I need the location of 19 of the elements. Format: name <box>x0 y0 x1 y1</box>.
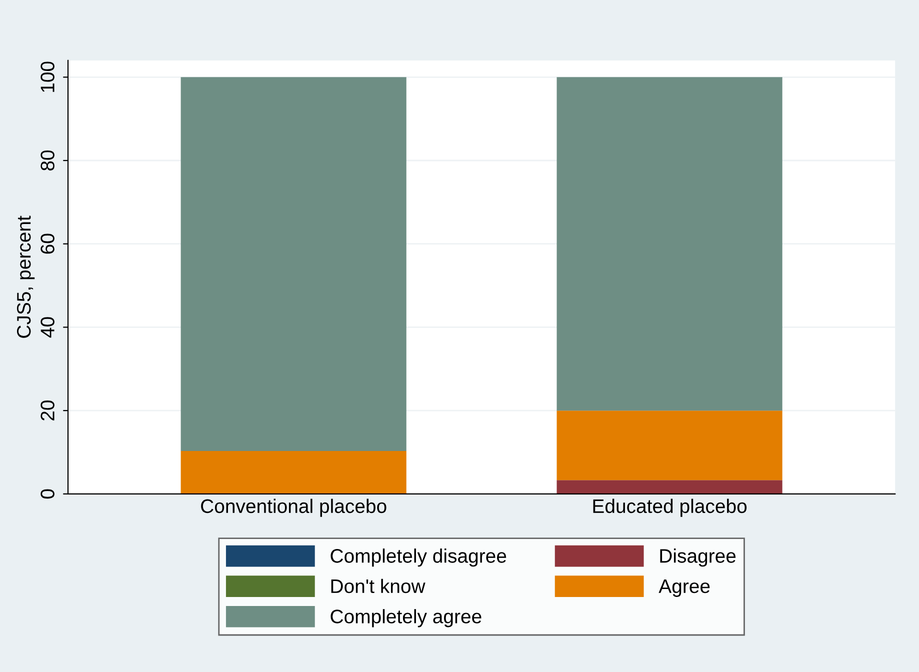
bar <box>556 77 782 411</box>
x-tick-label: Educated placebo <box>593 498 747 517</box>
x-tick-label: Conventional placebo <box>201 498 386 517</box>
y-tick-label: 100 <box>40 62 54 92</box>
bar <box>180 77 406 451</box>
bar <box>180 450 406 494</box>
legend-label: Completely disagree <box>330 548 506 567</box>
legend-label: Disagree <box>660 548 736 567</box>
y-tick-label: 80 <box>40 150 54 170</box>
y-tick-label: 40 <box>40 317 54 338</box>
y-tick-label: 0 <box>40 489 54 499</box>
bar <box>556 480 782 494</box>
y-axis-title: CJS5, percent <box>16 216 35 338</box>
y-tick-label: 60 <box>40 234 54 254</box>
y-tick-label: 20 <box>40 400 54 420</box>
legend-label: Completely agree <box>330 609 482 628</box>
legend-label: Agree <box>658 580 710 597</box>
bar <box>556 410 782 480</box>
legend-label: Don't know <box>331 578 426 594</box>
